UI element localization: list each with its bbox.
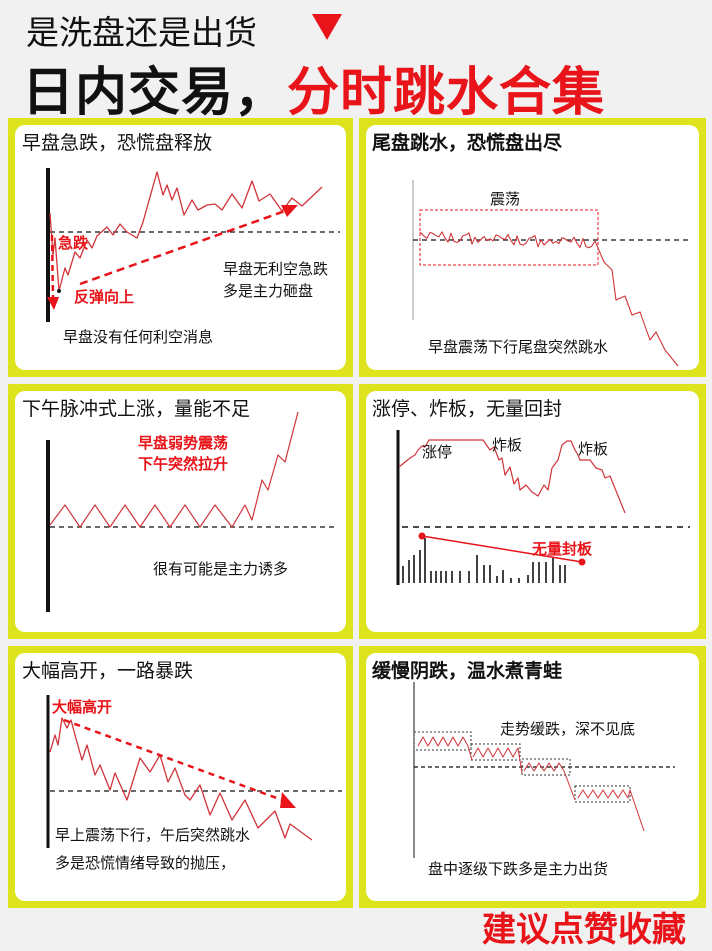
range-label: 震荡: [490, 190, 521, 208]
page-title: 日内交易，分时跳水合集: [22, 50, 605, 125]
no-volume-label: 无量封板: [532, 540, 593, 558]
panel-3-title: 下午脉冲式上涨，量能不足: [22, 398, 251, 420]
note: 很有可能是主力诱多: [153, 560, 289, 578]
range-box: [413, 731, 472, 751]
note: 早盘无利空急跌: [223, 260, 329, 278]
note: 盘中逐级下跌多是主力出货: [428, 860, 609, 878]
drop-label: 急跌: [58, 234, 89, 252]
red-down-triangle-icon: [312, 14, 342, 40]
note: 走势缓跌，深不见底: [500, 720, 636, 738]
price-line: [417, 736, 473, 761]
point: [578, 558, 586, 566]
range-box: [419, 209, 599, 266]
panel-6-title: 缓慢阴跌，温水煮青蛙: [372, 660, 563, 682]
price-line: [49, 411, 299, 528]
point: [57, 289, 61, 293]
panel-4-title: 涨停、炸板，无量回封: [372, 398, 563, 420]
range-box: [521, 758, 571, 776]
rebound-arrow: [79, 209, 286, 286]
panel-1-title: 早盘急跌，恐慌盘释放: [22, 132, 213, 154]
price-line: [577, 789, 645, 832]
title-red: 分时跳水合集: [287, 63, 606, 123]
title-black: 日内交易，: [22, 63, 288, 123]
panel-5-title: 大幅高开，一路暴跌: [22, 660, 194, 682]
break-label: 炸板: [492, 436, 523, 454]
drop-arrow: [50, 234, 55, 301]
gap-up-label: 大幅高开: [52, 698, 113, 716]
note: 多是恐慌情绪导致的抛压，: [55, 854, 236, 872]
note: 早盘震荡下行尾盘突然跳水: [428, 338, 609, 356]
point: [418, 532, 426, 540]
break-label: 炸板: [578, 440, 609, 458]
price-line: [419, 231, 679, 367]
price-line: [398, 439, 626, 514]
arrow-head: [47, 297, 59, 310]
panel-2-title: 尾盘跳水，恐慌盘出尽: [372, 132, 563, 154]
note: 早盘没有任何利空消息: [63, 328, 214, 346]
trend-line: [421, 535, 583, 563]
panel-2: [359, 118, 706, 377]
note: 多是主力砸盘: [223, 282, 314, 300]
range-box: [470, 743, 521, 761]
red-label: 早盘弱势震荡: [138, 434, 229, 452]
panel-4: [359, 384, 706, 639]
panel-6: [359, 646, 706, 908]
rebound-label: 反弹向上: [74, 288, 135, 306]
footer-cta: 建议点赞收藏: [482, 910, 686, 950]
arrow-head: [281, 205, 298, 217]
price-line: [523, 762, 576, 801]
price-line: [49, 171, 323, 292]
decline-arrow: [63, 718, 283, 802]
price-line: [49, 717, 313, 841]
subtitle: 是洗盘还是出货: [26, 13, 257, 52]
red-label: 下午突然拉升: [138, 455, 229, 473]
range-box: [574, 785, 631, 803]
limit-up-label: 涨停: [422, 443, 453, 461]
panel-3: [8, 384, 353, 639]
arrow-head: [280, 792, 296, 808]
panel-5: [8, 646, 353, 908]
price-line: [472, 747, 523, 774]
note: 早上震荡下行，午后突然跳水: [55, 826, 251, 844]
